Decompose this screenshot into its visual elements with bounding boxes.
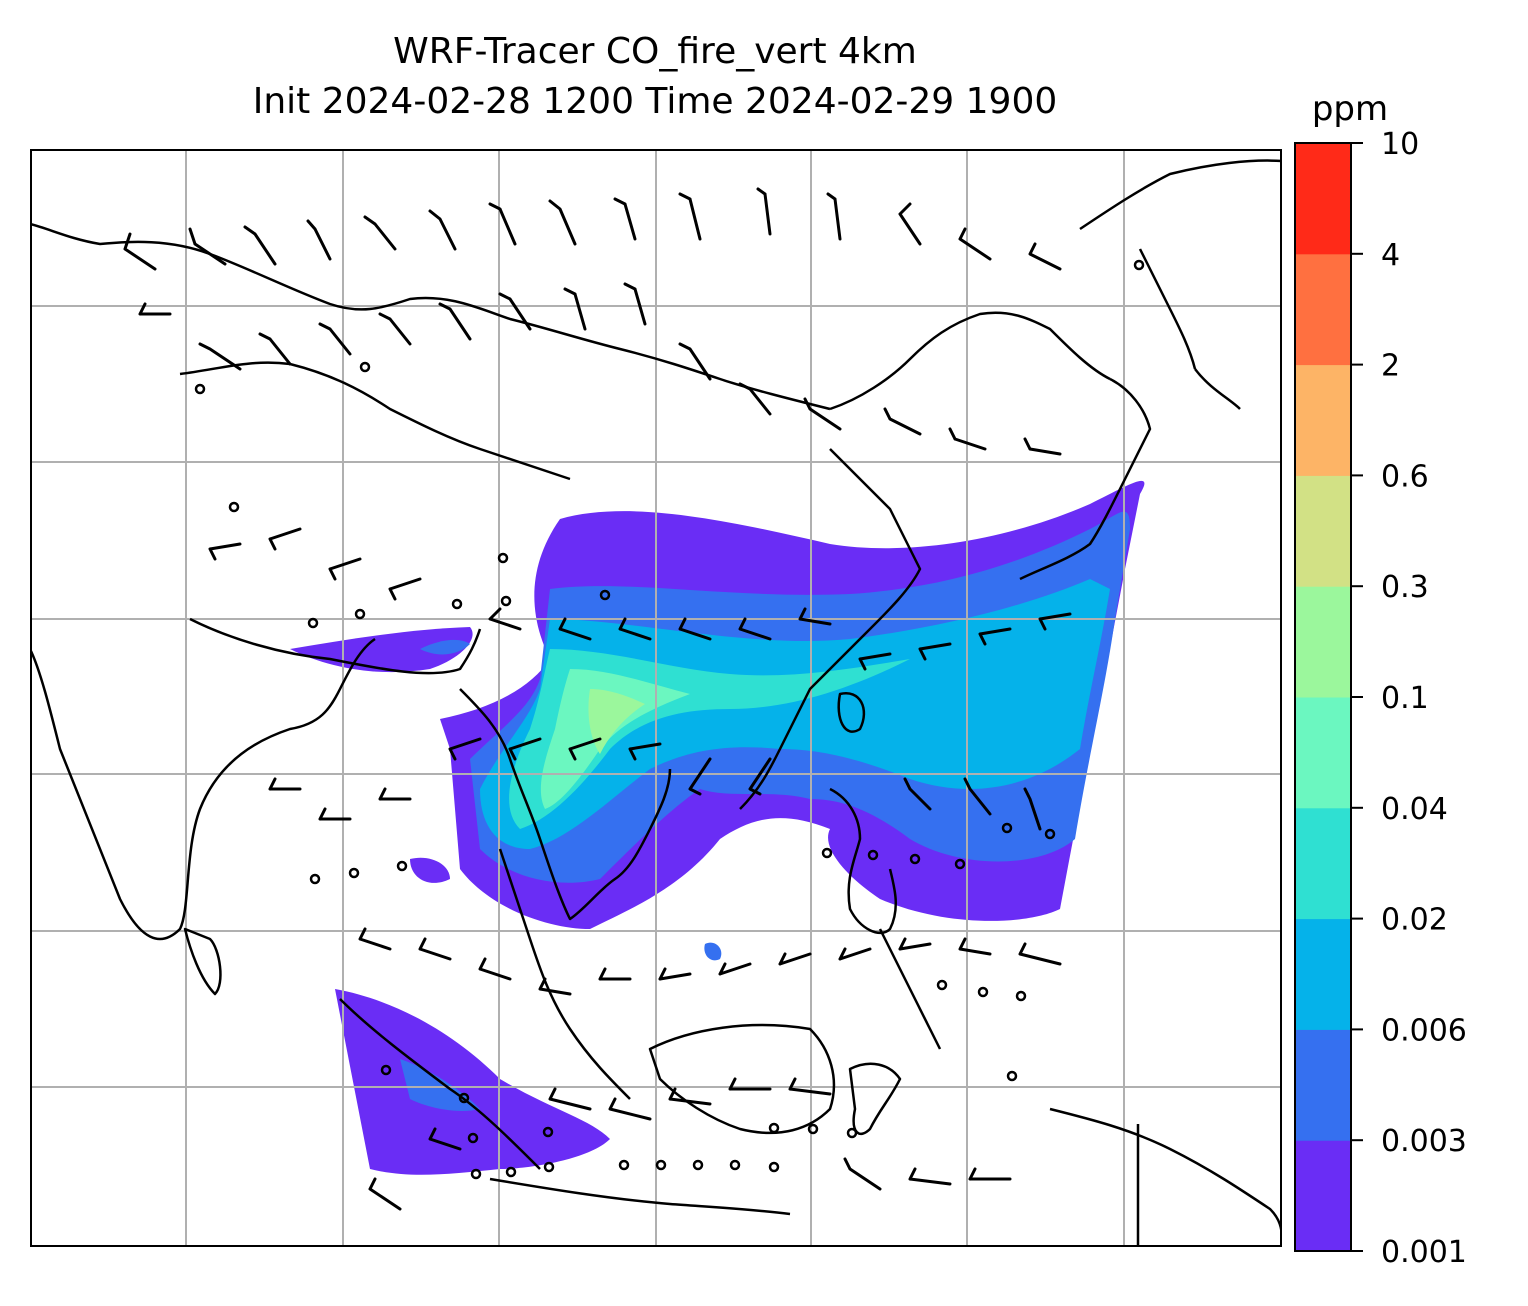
colorbar-segment (1295, 475, 1351, 587)
plume-band-01 (588, 689, 645, 754)
colorbar-tick-label: 0.001 (1381, 1235, 1467, 1270)
colorbar-segment (1295, 253, 1351, 366)
colorbar-tick-label: 0.02 (1381, 903, 1448, 938)
colorbar-segment (1295, 364, 1351, 476)
co-plume (290, 480, 1145, 1175)
colorbar-tick-label: 0.1 (1381, 681, 1429, 716)
colorbar-segments (1295, 143, 1351, 1252)
colorbar-tick-label: 10 (1381, 127, 1419, 162)
colorbar-segment (1295, 918, 1351, 1030)
colorbar-segment (1295, 1140, 1351, 1252)
barb-row-1 (123, 187, 1062, 271)
colorbar-segment (1295, 697, 1351, 809)
barb-row-4 (268, 737, 1042, 831)
barb-row-5 (358, 927, 1062, 996)
colorbar-segment (1295, 143, 1351, 255)
coastlines (30, 159, 1282, 1247)
barb-row-3 (208, 527, 1072, 671)
colorbar-tick-label: 4 (1381, 238, 1400, 273)
wind-barbs (123, 187, 1072, 1211)
colorbar-tick-label: 2 (1381, 349, 1400, 384)
colorbar-segment (1295, 586, 1351, 698)
plot-title-line2: Init 2024-02-28 1200 Time 2024-02-29 190… (252, 81, 1058, 122)
colorbar-tick-label: 0.6 (1381, 459, 1429, 494)
plot-title-line1: WRF-Tracer CO_fire_vert 4km (393, 31, 917, 72)
colorbar-tick-label: 0.3 (1381, 570, 1429, 605)
calm-wind-circles (194, 259, 1145, 1180)
plume-band-0006 (480, 579, 1110, 849)
colorbar-tick-label: 0.04 (1381, 792, 1448, 827)
colorbar-tick-label: 0.006 (1381, 1013, 1467, 1048)
barb-row-2 (138, 282, 1062, 456)
barb-row-6 (368, 1077, 1012, 1211)
colorbar-segment (1295, 807, 1351, 920)
colorbar-segment (1295, 1029, 1351, 1141)
colorbar: ppm 0.001 0.003 0.006 0.02 0.04 0.1 0.3 0.6 2 4 10 (1294, 89, 1467, 1270)
colorbar-ticks: 0.001 0.003 0.006 0.02 0.04 0.1 0.3 0.6 2 4 10 (1351, 127, 1467, 1270)
map-panel (30, 149, 1282, 1247)
colorbar-tick-label: 0.003 (1381, 1124, 1467, 1159)
colorbar-unit-label: ppm (1312, 89, 1388, 129)
